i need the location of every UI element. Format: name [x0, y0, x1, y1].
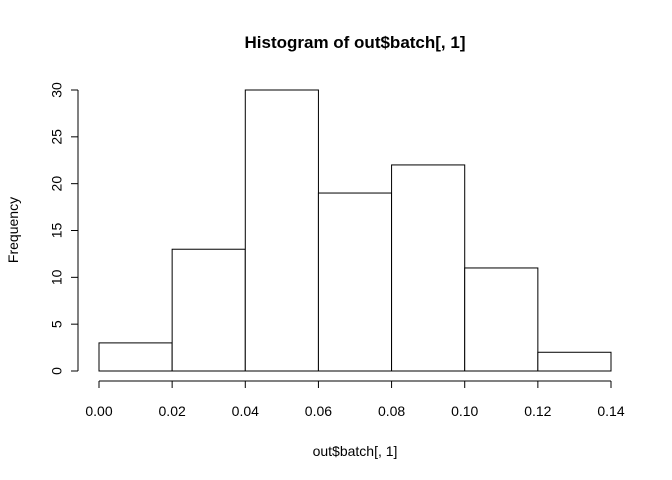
histogram-bar — [317, 192, 393, 372]
y-tick-label: 15 — [49, 223, 65, 239]
chart-title: Histogram of out$batch[, 1] — [244, 33, 465, 52]
y-tick-label: 10 — [49, 269, 65, 285]
x-axis: 0.00 0.02 0.04 0.06 0.08 0.10 0.12 0.14 — [85, 380, 625, 419]
x-tick-label: 0.14 — [597, 403, 624, 419]
x-tick-label: 0.12 — [524, 403, 551, 419]
x-tick-label: 0.06 — [305, 403, 332, 419]
histogram-bar — [171, 248, 246, 372]
histogram-bar — [98, 342, 173, 372]
histogram-bar — [464, 267, 539, 372]
y-tick-label: 25 — [49, 129, 65, 145]
x-tick-label: 0.08 — [378, 403, 405, 419]
y-tick-label: 5 — [49, 320, 65, 328]
y-tick-label: 0 — [49, 367, 65, 375]
histogram-bar — [537, 351, 612, 372]
histogram-bars — [98, 89, 612, 372]
x-tick-label: 0.02 — [159, 403, 186, 419]
y-axis: 0 5 10 15 20 25 30 — [49, 82, 79, 375]
x-axis-label: out$batch[, 1] — [313, 443, 398, 459]
x-tick-label: 0.10 — [451, 403, 478, 419]
histogram-bar — [244, 89, 319, 372]
y-tick-label: 30 — [49, 82, 65, 98]
x-tick-label: 0.04 — [232, 403, 259, 419]
histogram-bar — [391, 164, 466, 372]
y-axis-label: Frequency — [5, 197, 21, 263]
x-tick-label: 0.00 — [85, 403, 112, 419]
y-tick-label: 20 — [49, 176, 65, 192]
